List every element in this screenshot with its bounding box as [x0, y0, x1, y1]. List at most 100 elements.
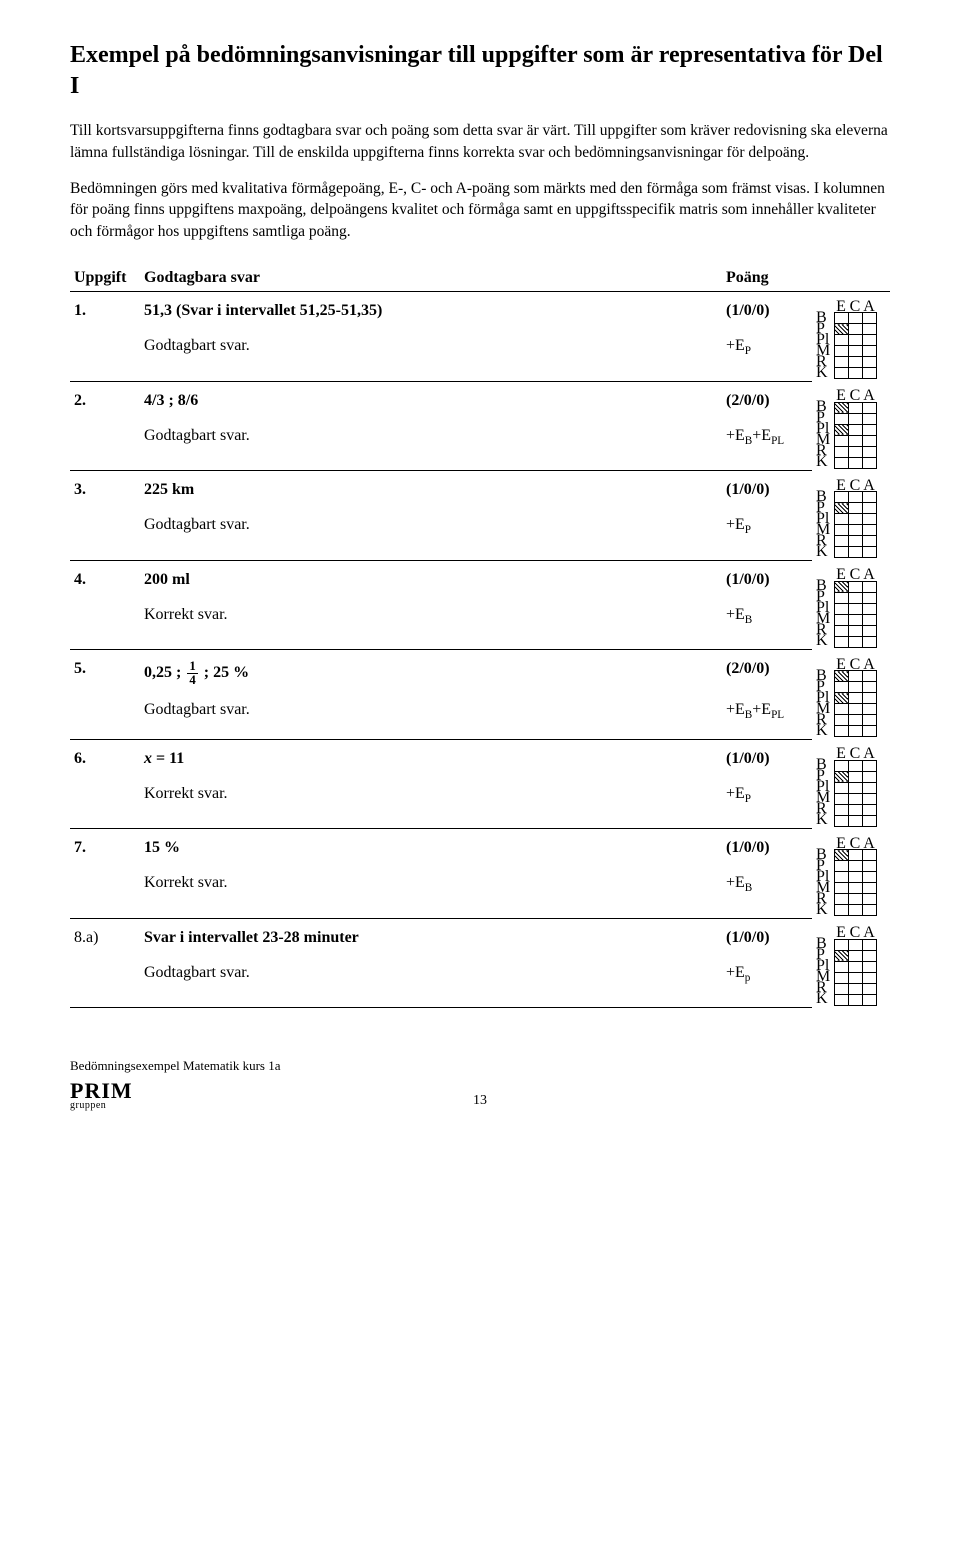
header-answer: Godtagbara svar [140, 263, 722, 292]
matrix-cell [862, 682, 876, 693]
matrix-cell [862, 804, 876, 815]
competency-matrix: ECABPPlMRK [816, 570, 877, 648]
task-sub-label: Godtagbart svar. [140, 514, 722, 560]
matrix-col-C: C [848, 928, 862, 939]
matrix-cell [848, 525, 862, 536]
matrix-cell [848, 782, 862, 793]
matrix-cell [834, 793, 848, 804]
task-row: 3.225 km(1/0/0)ECABPPlMRK [70, 471, 890, 514]
task-sub-empty [70, 335, 140, 382]
matrix-cell [848, 335, 862, 346]
matrix-cell [862, 972, 876, 983]
task-sub-score: +EB [722, 604, 812, 650]
matrix-cell [834, 815, 848, 826]
matrix-cell [848, 804, 862, 815]
matrix-col-A: A [862, 570, 876, 581]
page-footer: Bedömningsexempel Matematik kurs 1a PRIM… [70, 1058, 890, 1109]
matrix-col-E: E [834, 481, 848, 492]
task-sub-label: Godtagbart svar. [140, 699, 722, 740]
task-sub-empty [70, 783, 140, 829]
matrix-cell [862, 368, 876, 379]
matrix-cell [848, 682, 862, 693]
task-row: 8.a)Svar i intervallet 23-28 minuter(1/0… [70, 918, 890, 961]
task-row: 7.15 %(1/0/0)ECABPPlMRK [70, 829, 890, 872]
task-number: 3. [70, 471, 140, 514]
matrix-cell [834, 726, 848, 737]
matrix-cell [862, 905, 876, 916]
matrix-cell [862, 547, 876, 558]
matrix-col-E: E [834, 391, 848, 402]
matrix-cell [862, 726, 876, 737]
task-row: 2.4/3 ; 8/6(2/0/0)ECABPPlMRK [70, 381, 890, 424]
task-sub-empty [70, 699, 140, 740]
matrix-cell [862, 324, 876, 335]
task-sub-score: +EP [722, 335, 812, 382]
matrix-cell [862, 861, 876, 872]
matrix-cell [862, 592, 876, 603]
task-answer: x = 11 [140, 739, 722, 782]
task-sub-empty [70, 872, 140, 918]
task-sub-row: Godtagbart svar.+EB+EPL [70, 425, 890, 471]
matrix-cell [848, 905, 862, 916]
matrix-cell [834, 950, 848, 961]
task-sub-row: Korrekt svar.+EB [70, 604, 890, 650]
matrix-cell [834, 883, 848, 894]
competency-matrix: ECABPPlMRK [816, 660, 877, 738]
matrix-cell [862, 636, 876, 647]
matrix-cell [834, 547, 848, 558]
matrix-cell [862, 435, 876, 446]
matrix-cell [848, 435, 862, 446]
task-sub-label: Godtagbart svar. [140, 962, 722, 1008]
matrix-cell [862, 536, 876, 547]
task-sub-empty [70, 425, 140, 471]
matrix-cell [834, 771, 848, 782]
task-matrix-cell: ECABPPlMRK [812, 471, 890, 561]
task-points: (1/0/0) [722, 829, 812, 872]
intro-paragraph-2: Bedömningen görs med kvalitativa förmåge… [70, 178, 890, 243]
intro-paragraph-1: Till kortsvarsuppgifterna finns godtagba… [70, 120, 890, 163]
header-uppgift: Uppgift [70, 263, 140, 292]
matrix-col-A: A [862, 302, 876, 313]
matrix-row-K: K [816, 368, 834, 379]
competency-matrix: ECABPPlMRK [816, 928, 877, 1006]
matrix-cell [834, 357, 848, 368]
matrix-cell [862, 514, 876, 525]
matrix-cell [862, 883, 876, 894]
task-matrix-cell: ECABPPlMRK [812, 560, 890, 650]
matrix-cell [848, 972, 862, 983]
matrix-cell [834, 413, 848, 424]
matrix-col-E: E [834, 928, 848, 939]
task-points: (1/0/0) [722, 560, 812, 603]
task-number: 2. [70, 381, 140, 424]
matrix-col-A: A [862, 749, 876, 760]
task-number: 4. [70, 560, 140, 603]
header-matrix [812, 263, 890, 292]
task-matrix-cell: ECABPPlMRK [812, 291, 890, 381]
task-points: (1/0/0) [722, 471, 812, 514]
footer-text: Bedömningsexempel Matematik kurs 1a [70, 1058, 890, 1074]
matrix-cell [848, 961, 862, 972]
matrix-col-A: A [862, 928, 876, 939]
matrix-cell [834, 446, 848, 457]
matrix-cell [848, 625, 862, 636]
task-answer: 51,3 (Svar i intervallet 51,25-51,35) [140, 291, 722, 334]
task-sub-empty [70, 514, 140, 560]
task-sub-label: Korrekt svar. [140, 783, 722, 829]
matrix-cell [834, 457, 848, 468]
matrix-cell [848, 357, 862, 368]
matrix-row-K: K [816, 726, 834, 737]
matrix-row-K: K [816, 547, 834, 558]
matrix-cell [834, 536, 848, 547]
page-number: 13 [70, 1093, 890, 1109]
matrix-cell [862, 983, 876, 994]
matrix-col-C: C [848, 481, 862, 492]
matrix-cell [834, 625, 848, 636]
matrix-cell [862, 894, 876, 905]
task-sub-row: Godtagbart svar.+EP [70, 335, 890, 382]
matrix-cell [848, 815, 862, 826]
matrix-cell [834, 872, 848, 883]
matrix-cell [834, 704, 848, 715]
matrix-cell [834, 614, 848, 625]
matrix-cell [834, 503, 848, 514]
matrix-cell [834, 994, 848, 1005]
